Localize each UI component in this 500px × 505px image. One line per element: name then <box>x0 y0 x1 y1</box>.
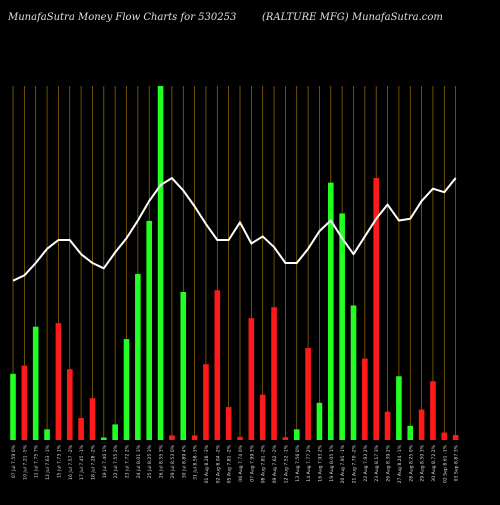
bar <box>305 347 311 440</box>
bar <box>78 418 84 440</box>
bar <box>191 435 198 440</box>
bar <box>396 376 402 440</box>
x-tick-label: 07 Aug 7.99 3% <box>249 444 255 481</box>
x-tick-label: 29 Aug 8.50 3% <box>420 444 426 481</box>
x-tick-label: 30 Aug 8.72 2% <box>431 444 437 481</box>
bar <box>271 307 277 440</box>
bar <box>214 290 221 440</box>
bar <box>169 435 175 440</box>
x-tick-label: 23 Aug 8.17 3% <box>374 444 380 481</box>
x-tick-label: 12 Aug 7.52 -1% <box>283 444 289 483</box>
x-tick-label: 01 Aug 8.28 -3% <box>204 444 210 483</box>
x-tick-label: 07 Jul 7.59 0% <box>11 444 17 478</box>
x-tick-label: 22 Aug 7.93 2% <box>363 444 369 481</box>
bar <box>248 318 255 440</box>
x-tick-label: 16 Aug 7.93 2% <box>317 444 323 481</box>
x-tick-label: 09 Aug 7.62 -2% <box>272 444 278 483</box>
bar <box>101 437 107 440</box>
x-tick-label: 19 Aug 8.05 1% <box>329 444 335 481</box>
bar <box>282 437 289 440</box>
x-tick-label: 23 Jul 7.72 2% <box>125 444 131 478</box>
x-tick-label: 05 Aug 7.81 -2% <box>227 444 233 483</box>
bar <box>339 213 345 440</box>
bar <box>180 292 187 440</box>
bar <box>293 429 300 440</box>
bar <box>373 178 379 441</box>
bar <box>203 364 209 440</box>
bar <box>225 407 232 440</box>
bar <box>89 398 96 440</box>
x-tick-label: 03 Sep 8.87 3% <box>454 444 460 481</box>
x-tick-label: 02 Aug 8.04 -2% <box>215 444 221 483</box>
bar <box>146 220 152 440</box>
bar <box>441 432 448 440</box>
x-tick-label: 15 Jul 7.73 1% <box>56 444 62 478</box>
bar <box>237 436 243 440</box>
x-tick-label: 25 Jul 8.25 3% <box>147 444 153 478</box>
bar <box>21 365 28 440</box>
x-tick-label: 30 Jul 8.89 4% <box>181 444 187 478</box>
bar <box>123 339 130 440</box>
bar <box>55 323 62 440</box>
x-tick-label: 16 Jul 7.57 -2% <box>68 444 74 480</box>
bar <box>430 381 436 440</box>
bar <box>157 86 164 440</box>
bar <box>384 411 391 440</box>
bar <box>362 358 368 440</box>
x-tick-label: 26 Jul 8.55 3% <box>159 444 165 478</box>
x-tick-label: 21 Aug 7.70 -2% <box>352 444 358 483</box>
x-tick-label: 06 Aug 7.74 0% <box>238 444 244 481</box>
x-tick-label: 28 Aug 8.25 0% <box>408 444 414 481</box>
x-tick-label: 27 Aug 8.24 -1% <box>397 444 403 483</box>
x-tick-label: 31 Jul 8.58 -3% <box>193 444 199 480</box>
x-tick-label: 20 Aug 7.91 -1% <box>340 444 346 483</box>
bar <box>350 305 357 440</box>
x-tick-label: 02 Sep 8.61 -1% <box>442 444 448 483</box>
bar <box>112 424 118 440</box>
bar <box>316 402 323 440</box>
x-tick-label: 14 Aug 7.77 2% <box>306 444 312 481</box>
x-tick-label: 19 Jul 7.40 1% <box>102 444 108 478</box>
chart-title-right: (RALTURE MFG) MunafaSutra.com <box>262 12 443 23</box>
x-tick-label: 17 Jul 7.45 -1% <box>79 444 85 480</box>
x-tick-label: 12 Jul 7.63 -1% <box>45 444 51 480</box>
series-line <box>12 177 457 282</box>
bar <box>407 425 414 440</box>
bar <box>32 326 39 440</box>
x-tick-label: 24 Jul 8.01 3% <box>136 444 142 478</box>
bar <box>10 373 16 440</box>
x-tick-label: 26 Aug 8.39 2% <box>386 444 392 481</box>
bar <box>135 273 141 440</box>
x-tick-label: 11 Jul 7.75 7% <box>34 444 40 478</box>
chart-title-left: MunafaSutra Money Flow Charts for 530253 <box>8 12 237 23</box>
bar <box>452 435 459 440</box>
bar <box>44 429 50 440</box>
x-tick-label: 29 Jul 8.53 0% <box>170 444 176 478</box>
x-tick-label: 08 Aug 7.81 -2% <box>261 444 267 483</box>
bar <box>328 182 334 440</box>
bar <box>418 409 425 440</box>
bar <box>259 394 266 440</box>
bar <box>66 369 73 440</box>
x-tick-label: 22 Jul 7.55 2% <box>113 444 119 478</box>
x-tick-label: 18 Jul 7.28 -2% <box>90 444 96 480</box>
x-tick-label: 10 Jul 7.21 -5% <box>22 444 28 480</box>
x-tick-label: 13 Aug 7.56 0% <box>295 444 301 481</box>
